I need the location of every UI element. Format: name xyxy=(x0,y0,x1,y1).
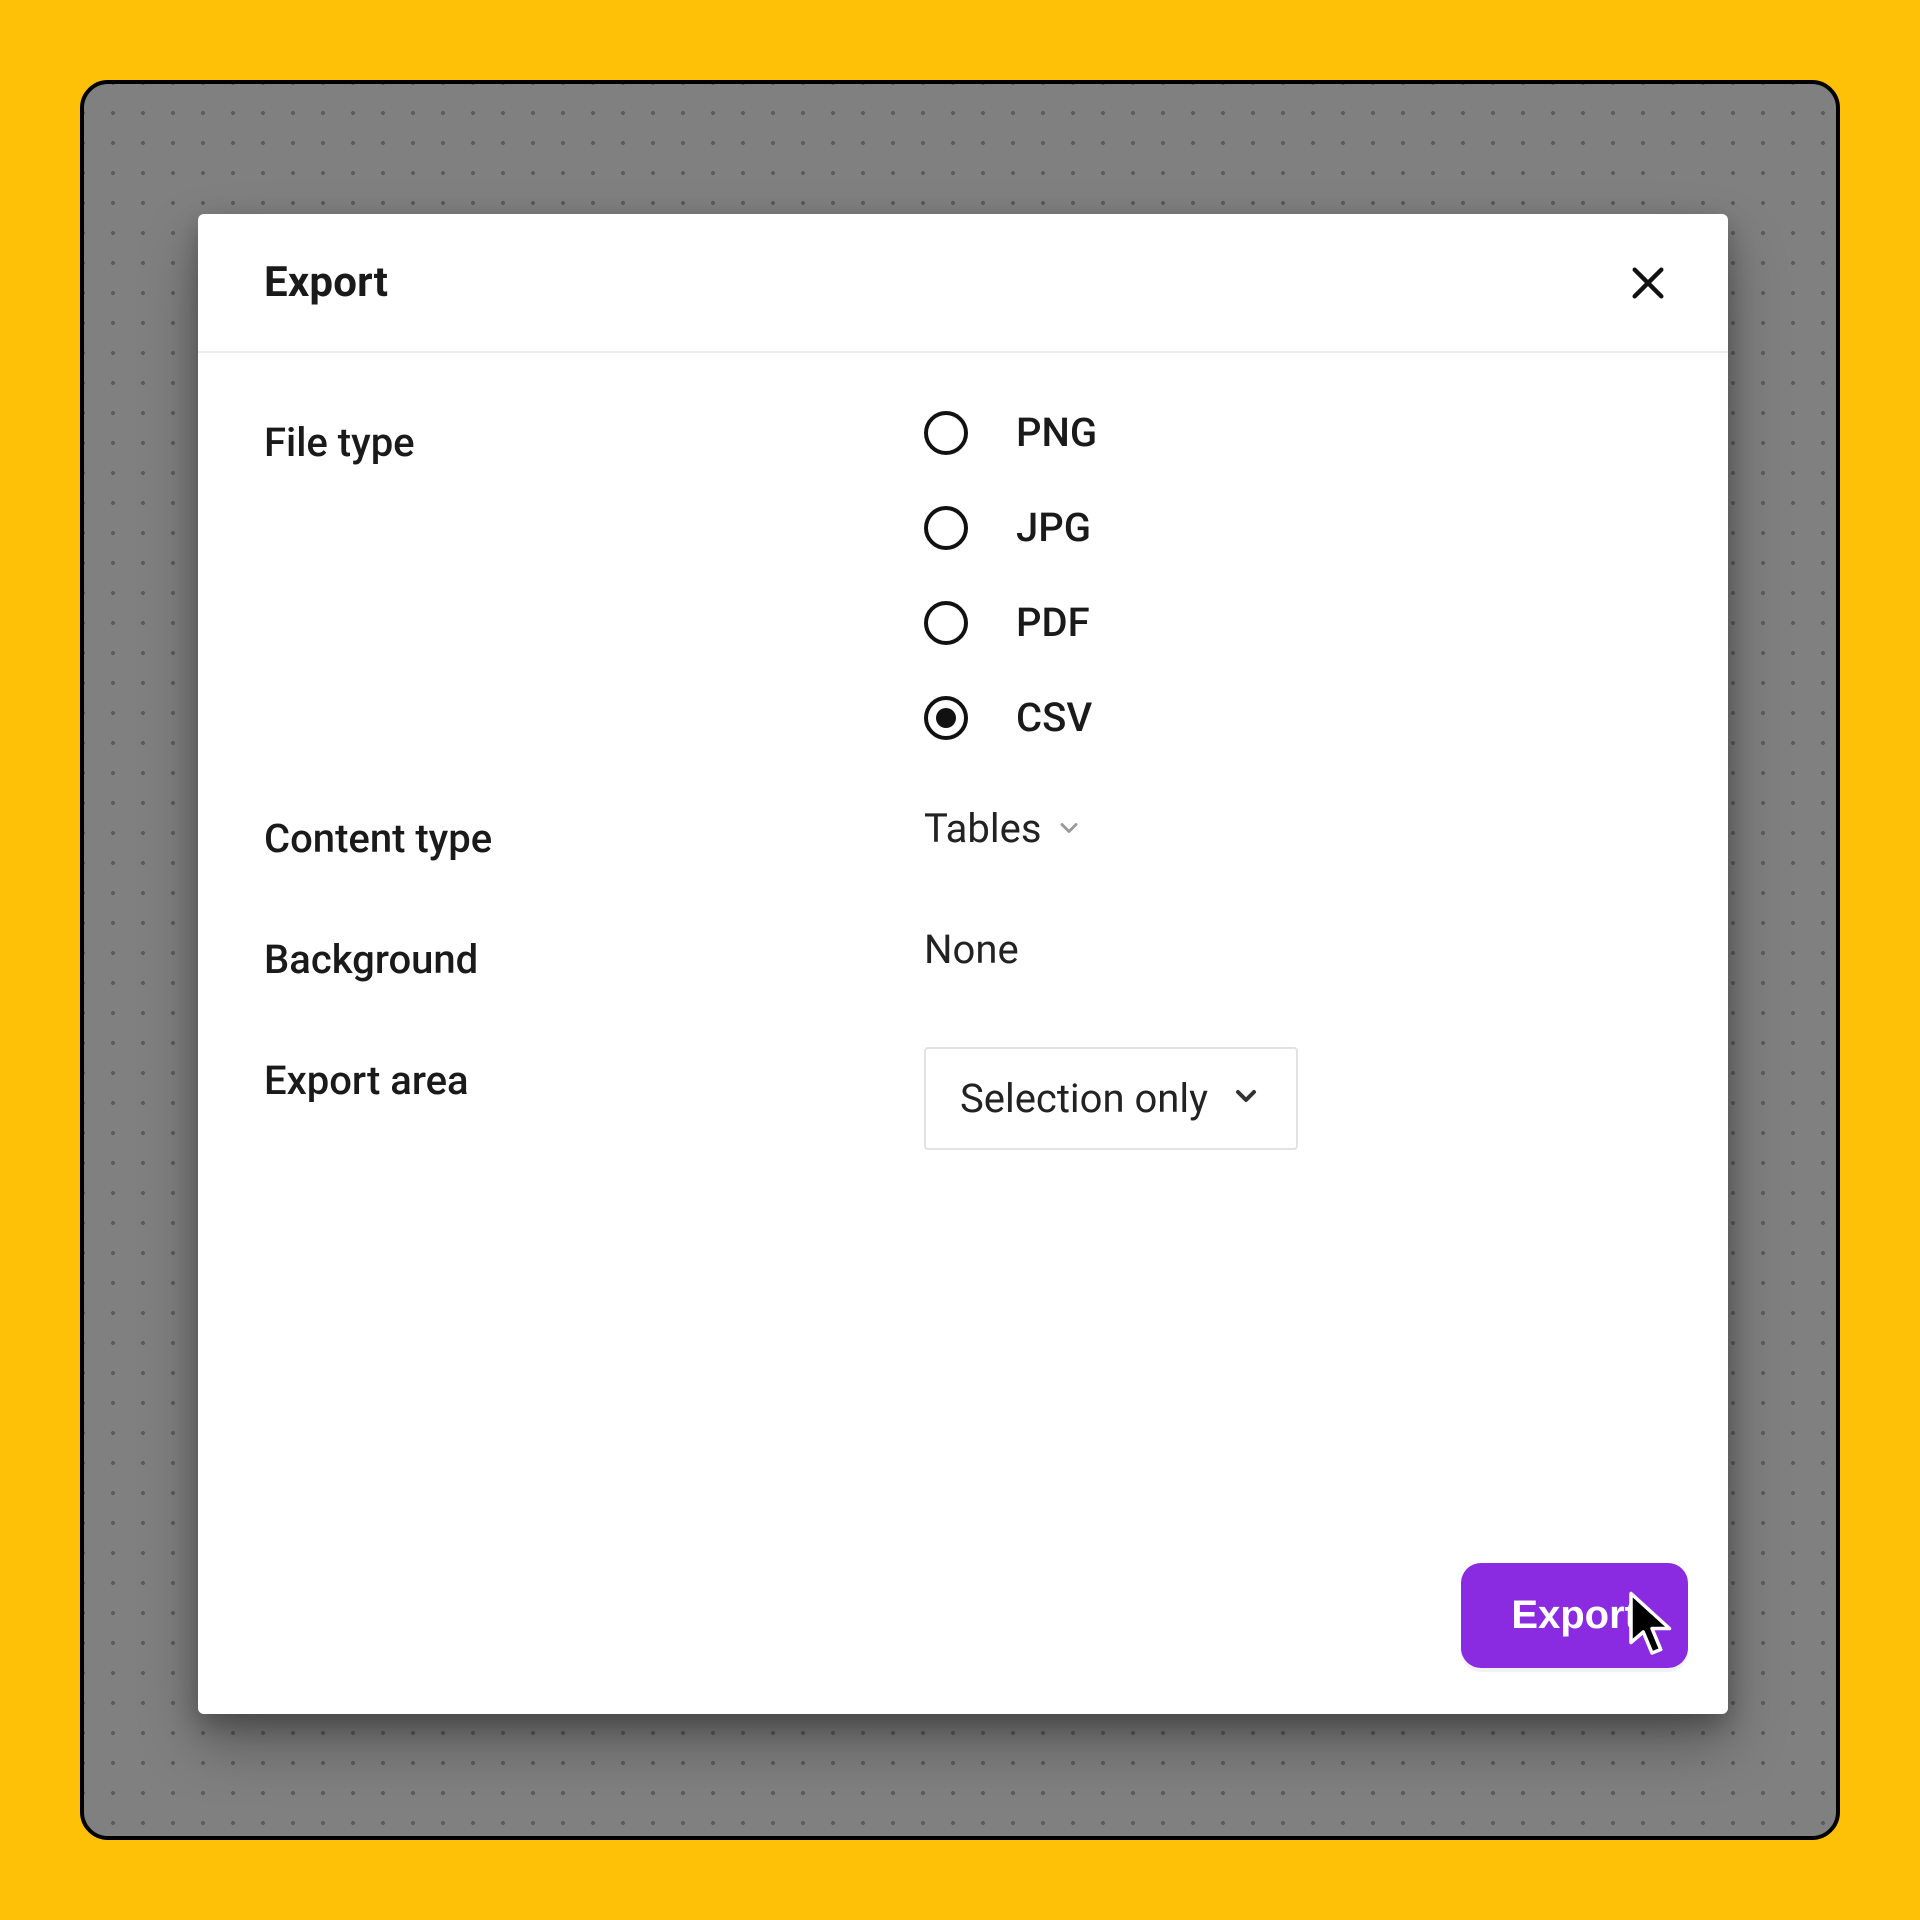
close-button[interactable] xyxy=(1624,259,1672,307)
row-content-type: Content type Tables xyxy=(264,805,1662,862)
label-file-type: File type xyxy=(264,409,924,466)
radio-pdf[interactable]: PDF xyxy=(924,599,1662,646)
export-area-value: Selection only xyxy=(960,1075,1208,1122)
content-type-select[interactable]: Tables xyxy=(924,805,1083,852)
close-icon xyxy=(1628,263,1668,303)
control-file-type: PNG JPG PDF CSV xyxy=(924,409,1662,741)
export-button[interactable]: Export xyxy=(1461,1563,1688,1668)
control-content-type: Tables xyxy=(924,805,1662,852)
label-background: Background xyxy=(264,926,924,983)
export-area-select[interactable]: Selection only xyxy=(924,1047,1298,1150)
background-value: None xyxy=(924,926,1019,973)
radio-csv[interactable]: CSV xyxy=(924,694,1662,741)
modal-header: Export xyxy=(198,214,1728,353)
design-canvas: Export File type PNG xyxy=(80,80,1840,1840)
radio-icon xyxy=(924,601,968,645)
radio-label: JPG xyxy=(1016,504,1091,551)
radio-icon xyxy=(924,411,968,455)
row-file-type: File type PNG JPG PDF xyxy=(264,409,1662,741)
content-type-value: Tables xyxy=(924,805,1041,852)
label-export-area: Export area xyxy=(264,1047,924,1104)
row-background: Background None xyxy=(264,926,1662,983)
modal-footer: Export xyxy=(1461,1563,1688,1668)
label-content-type: Content type xyxy=(264,805,924,862)
radio-icon xyxy=(924,696,968,740)
modal-title: Export xyxy=(264,258,388,307)
radio-icon xyxy=(924,506,968,550)
export-modal: Export File type PNG xyxy=(198,214,1728,1714)
chevron-down-icon xyxy=(1230,1075,1262,1122)
radio-png[interactable]: PNG xyxy=(924,409,1662,456)
chevron-down-icon xyxy=(1055,805,1083,852)
control-export-area: Selection only xyxy=(924,1047,1662,1150)
radio-label: PNG xyxy=(1016,409,1097,456)
modal-body: File type PNG JPG PDF xyxy=(198,353,1728,1714)
control-background: None xyxy=(924,926,1662,973)
radio-label: CSV xyxy=(1016,694,1092,741)
radio-jpg[interactable]: JPG xyxy=(924,504,1662,551)
row-export-area: Export area Selection only xyxy=(264,1047,1662,1150)
radio-label: PDF xyxy=(1016,599,1090,646)
file-type-radio-group: PNG JPG PDF CSV xyxy=(924,409,1662,741)
